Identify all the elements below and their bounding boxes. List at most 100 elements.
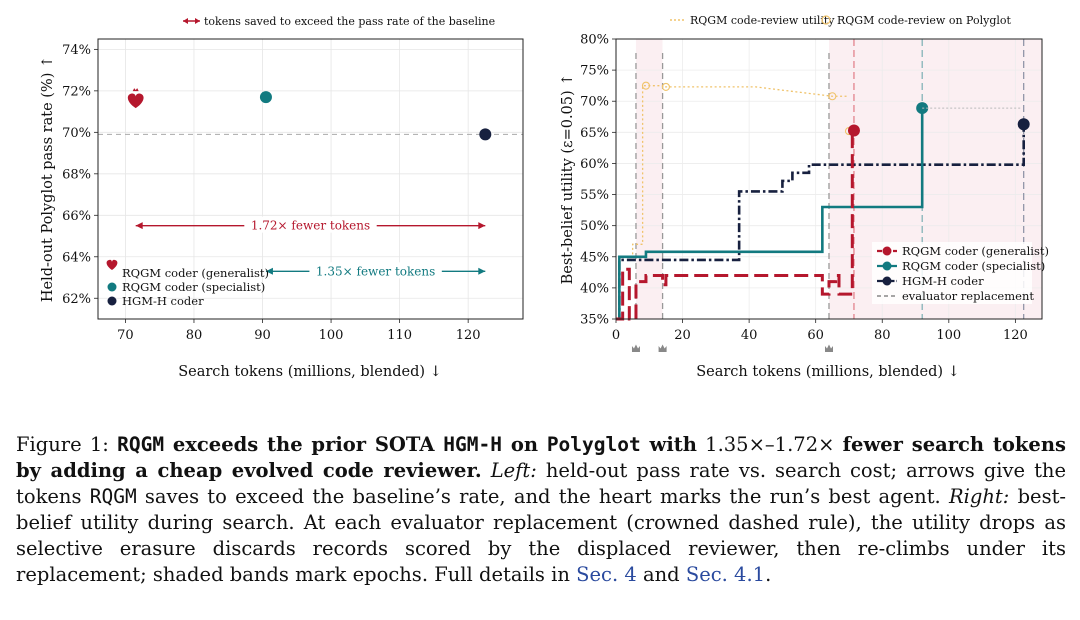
caption-label: Figure 1: (16, 433, 109, 456)
left-plot-frame (97, 38, 524, 320)
right-legend-replacement-label: evaluator replacement (902, 289, 1034, 303)
right-y-tick-label: 45% (580, 250, 609, 265)
tokens-saved-arrowhead-right (478, 267, 486, 275)
caption-and: and (642, 563, 680, 586)
tokens-saved-arrowhead-left (135, 222, 143, 230)
caption-baseline-name: HGM-H (443, 433, 502, 456)
right-x-axis-label: Search tokens (millions, blended) ↓ (696, 364, 960, 380)
left-y-ticks: 62% 64% 66% 68% 70% 72% 74% (62, 43, 98, 307)
right-plot-frame (615, 38, 1043, 320)
review-polyglot-legend-label: RQGM code-review on Polyglot (837, 14, 1012, 27)
legend-generalist-label: RQGM coder (generalist) (122, 266, 269, 280)
left-y-axis-label: Held-out Polyglot pass rate (%) ↑ (40, 56, 56, 302)
left-x-axis-label: Search tokens (millions, blended) ↓ (178, 364, 442, 380)
right-panel: RQGM code-review utility RQGM code-revie… (560, 14, 1049, 380)
right-legend-specialist-label: RQGM coder (specialist) (902, 259, 1045, 273)
legend-hgm-dot (882, 276, 892, 286)
evaluator-crown-icon (658, 344, 667, 352)
section-4-link[interactable]: Sec. 4 (576, 563, 637, 586)
evaluator-crown-icon (631, 344, 640, 352)
left-plot-content: 1.72× fewer tokens 1.35× fewer tokens (98, 88, 523, 279)
right-legend-box (872, 242, 1032, 304)
left-x-tick-label: 80 (186, 328, 203, 343)
right-y-tick-label: 80% (580, 33, 609, 48)
right-y-tick-label: 40% (580, 281, 609, 296)
right-legend: RQGM coder (generalist) RQGM coder (spec… (872, 242, 1049, 304)
right-y-tick-label: 65% (580, 126, 609, 141)
right-x-tick-label: 120 (1003, 328, 1028, 343)
legend-specialist-marker (107, 282, 117, 292)
legend-specialist-label: RQGM coder (specialist) (122, 280, 265, 294)
left-y-tick-label: 62% (62, 292, 91, 307)
left-y-tick-label: 74% (62, 43, 91, 58)
right-crown-markers (631, 344, 833, 352)
caption-bold-4: on (510, 433, 538, 456)
epoch-band (662, 39, 829, 319)
right-x-ticks: 0 20 40 60 80 100 120 (612, 319, 1028, 343)
right-y-tick-label: 75% (580, 64, 609, 79)
right-legend-hgm-label: HGM-H coder (902, 274, 984, 288)
review-polyglot-legend-marker (821, 15, 831, 25)
evaluator-crown-icon (825, 344, 833, 352)
left-x-tick-label: 100 (319, 328, 344, 343)
right-y-tick-label: 55% (580, 188, 609, 203)
left-grid (98, 39, 523, 319)
left-legend: RQGM coder (generalist) RQGM coder (spec… (106, 259, 269, 308)
figure-caption: Figure 1: RQGM exceeds the prior SOTA HG… (16, 432, 1066, 588)
epoch-band (616, 39, 636, 319)
left-panel: tokens saved to exceed the pass rate of … (40, 15, 524, 380)
caption-bold-2: exceeds the prior SOTA (172, 433, 435, 456)
legend-specialist-dot (882, 261, 892, 271)
right-y-tick-label: 35% (580, 313, 609, 328)
caption-benchmark-name: Polyglot (546, 433, 641, 456)
right-x-tick-label: 60 (807, 328, 824, 343)
tokens-saved-label-bg (309, 262, 442, 279)
left-x-tick-label: 120 (456, 328, 481, 343)
review-polyglot-point (661, 82, 670, 91)
right-x-tick-label: 100 (936, 328, 961, 343)
left-y-tick-label: 70% (62, 126, 91, 141)
tokens-saved-label: 1.35× fewer tokens (316, 264, 435, 278)
tokens-saved-arrowhead-left (265, 267, 273, 275)
right-y-tick-label: 70% (580, 95, 609, 110)
left-y-tick-label: 68% (62, 167, 91, 182)
generalist-end-point (847, 124, 860, 137)
caption-text-1: held-out pass rate vs. search cost; arro… (16, 459, 1066, 508)
generalist-utility-line (616, 130, 854, 321)
caption-text-2: saves to exceed the baseline’s rate, and… (144, 485, 941, 508)
review-polyglot-point (828, 92, 837, 101)
specialist-point (259, 91, 272, 104)
hgm-end-point (1017, 118, 1030, 131)
right-y-tick-label: 60% (580, 157, 609, 172)
tokens-saved-label-bg (244, 216, 377, 233)
figure: tokens saved to exceed the pass rate of … (40, 14, 1049, 380)
left-x-tick-label: 70 (117, 328, 134, 343)
tokens-saved-arrowhead-right (478, 222, 486, 230)
caption-end: . (765, 563, 772, 586)
legend-generalist-dot (882, 246, 892, 256)
generalist-crown (132, 88, 139, 92)
caption-bold-6: with (649, 433, 697, 456)
right-x-tick-label: 80 (874, 328, 891, 343)
left-x-ticks: 70 80 90 100 110 120 (117, 319, 481, 343)
left-y-tick-label: 72% (62, 84, 91, 99)
legend-hgm-label: HGM-H coder (122, 294, 204, 308)
review-polyglot-point (641, 81, 651, 90)
left-top-legend-arrowhead-left (183, 18, 188, 24)
caption-right: Right: (948, 485, 1010, 508)
right-x-tick-label: 40 (741, 328, 758, 343)
right-x-tick-label: 20 (674, 328, 691, 343)
left-y-tick-label: 64% (62, 250, 91, 265)
caption-text-3: best-belief utility during search. At ea… (16, 485, 1067, 586)
generalist-heart-point (127, 93, 144, 109)
right-x-tick-label: 0 (612, 328, 620, 343)
left-x-tick-label: 110 (387, 328, 412, 343)
right-y-ticks: 35% 40% 45% 50% 55% 60% 65% 70% 75% 80% (580, 33, 616, 328)
section-4-1-link[interactable]: Sec. 4.1 (685, 563, 766, 586)
left-top-legend-arrowhead-right (195, 18, 200, 24)
legend-hgm-marker (107, 296, 117, 306)
left-top-legend-label: tokens saved to exceed the pass rate of … (204, 15, 495, 28)
hgm-utility-line (616, 124, 1025, 321)
left-y-tick-label: 66% (62, 209, 91, 224)
right-legend-generalist-label: RQGM coder (generalist) (902, 244, 1049, 258)
